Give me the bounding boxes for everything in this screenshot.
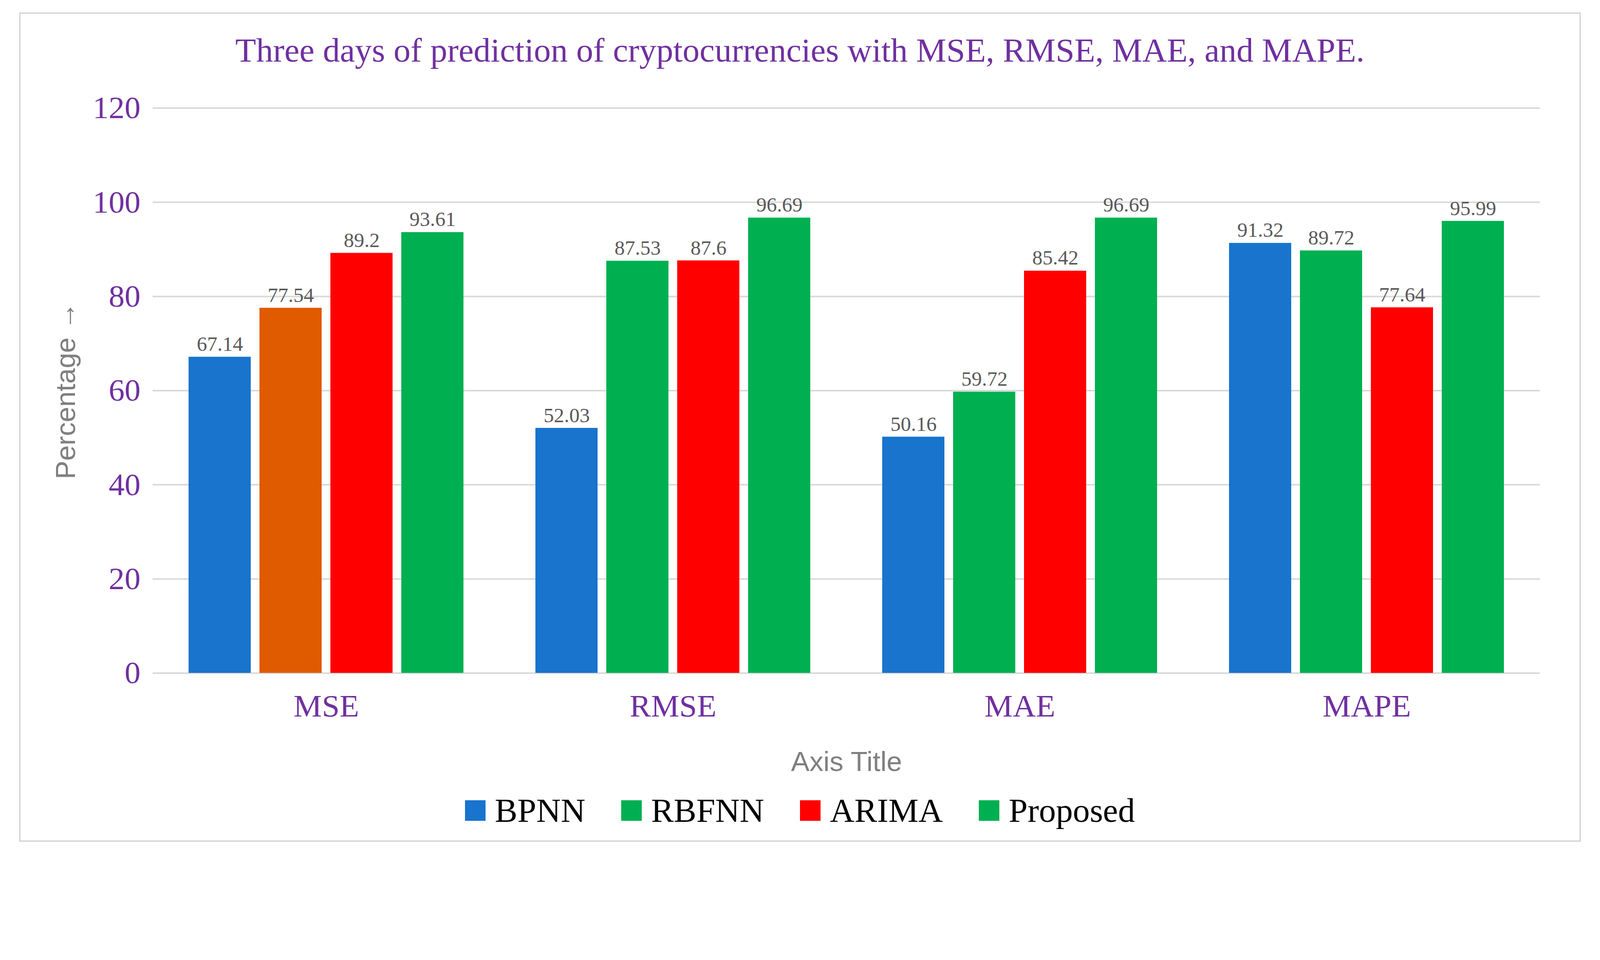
svg-text:50.16: 50.16 — [890, 412, 937, 436]
svg-text:96.69: 96.69 — [756, 193, 803, 217]
svg-text:89.72: 89.72 — [1308, 226, 1355, 250]
svg-text:MSE: MSE — [293, 687, 359, 723]
svg-text:40: 40 — [108, 466, 141, 502]
svg-text:80: 80 — [108, 278, 141, 314]
svg-text:87.53: 87.53 — [614, 236, 661, 260]
svg-text:Percentage →: Percentage → — [49, 301, 81, 479]
svg-text:Axis Title: Axis Title — [790, 745, 902, 777]
html-text:Three days of prediction of cr: Three days of prediction of cryptocurren… — [235, 31, 1365, 69]
svg-text:93.61: 93.61 — [409, 207, 456, 231]
svg-text:120: 120 — [92, 89, 141, 125]
html-text:Proposed: Proposed — [1008, 791, 1135, 830]
svg-text:77.64: 77.64 — [1379, 282, 1426, 306]
svg-text:MAE: MAE — [984, 687, 1056, 723]
html-text:BPNN: BPNN — [494, 791, 586, 830]
svg-text:20: 20 — [108, 561, 141, 597]
svg-text:95.99: 95.99 — [1449, 196, 1497, 220]
svg-text:96.69: 96.69 — [1103, 193, 1150, 217]
svg-text:91.32: 91.32 — [1237, 218, 1284, 242]
svg-text:100: 100 — [92, 183, 141, 219]
svg-text:52.03: 52.03 — [543, 403, 590, 427]
svg-text:87.6: 87.6 — [690, 235, 727, 259]
svg-text:MAPE: MAPE — [1322, 687, 1411, 723]
html-text:RBFNN: RBFNN — [651, 791, 765, 830]
svg-text:RMSE: RMSE — [629, 687, 717, 723]
svg-text:85.42: 85.42 — [1032, 246, 1079, 270]
svg-text:59.72: 59.72 — [961, 367, 1008, 391]
svg-text:67.14: 67.14 — [196, 332, 244, 356]
svg-text:89.2: 89.2 — [343, 228, 380, 252]
html-text:ARIMA: ARIMA — [829, 791, 943, 830]
svg-text:0: 0 — [124, 655, 141, 691]
svg-text:60: 60 — [108, 372, 141, 408]
svg-text:77.54: 77.54 — [267, 283, 314, 307]
